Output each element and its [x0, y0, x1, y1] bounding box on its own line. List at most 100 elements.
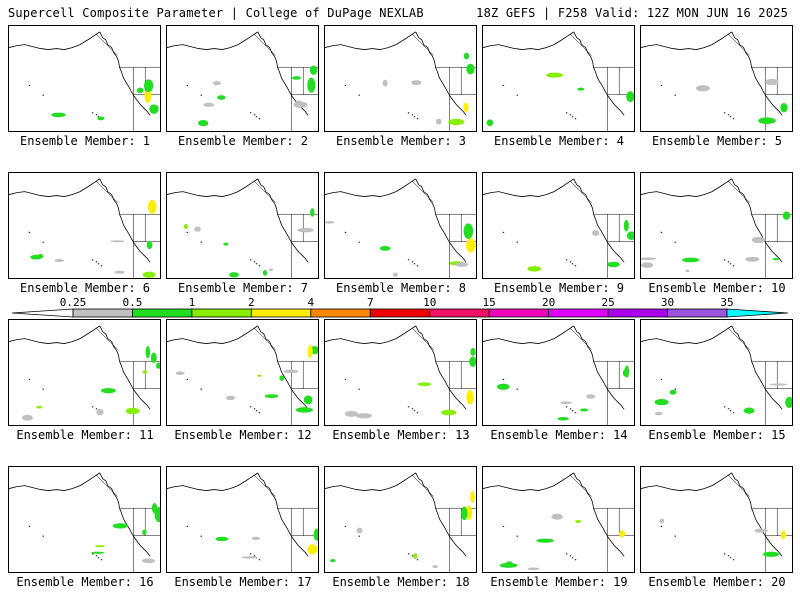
scp-field-patch [309, 65, 318, 75]
pacific-basemap [167, 472, 318, 572]
coastline [167, 325, 259, 344]
island [249, 259, 252, 261]
island [502, 231, 505, 233]
island [344, 231, 347, 233]
colorbar-tick-label: 30 [661, 296, 674, 309]
scp-field-patch [149, 104, 159, 114]
island [723, 406, 726, 408]
scp-field-patch [486, 119, 494, 127]
island [186, 84, 189, 86]
map-panel [166, 319, 319, 426]
scp-field-patch [91, 551, 105, 554]
island [723, 112, 726, 114]
island [358, 535, 360, 537]
scp-field-patch [251, 536, 261, 541]
scp-field-patch [313, 528, 318, 541]
island [411, 408, 414, 410]
coastline [641, 472, 733, 491]
island [100, 265, 103, 267]
ensemble-member-label: Ensemble Member: 4 [493, 134, 625, 148]
scp-field-patch [36, 405, 43, 409]
island [407, 553, 410, 555]
island [571, 410, 574, 412]
coastline [167, 31, 259, 50]
island [416, 559, 419, 561]
map-panel [166, 25, 319, 132]
political-borders [253, 474, 318, 572]
scp-field-patch [536, 538, 554, 543]
scp-field-patch [626, 231, 634, 240]
coastline [325, 178, 417, 197]
island [413, 410, 416, 412]
scp-field-patch [183, 224, 188, 230]
ensemble-member-label: Ensemble Member: 7 [177, 281, 309, 295]
island [571, 263, 574, 265]
scp-field-patch [145, 346, 151, 359]
island [732, 118, 735, 120]
coastline [415, 472, 467, 557]
scp-field-patch [144, 88, 152, 104]
ensemble-member-label: Ensemble Member: 6 [19, 281, 151, 295]
scp-field-patch [147, 199, 157, 214]
ensemble-member-label: Ensemble Member: 5 [651, 134, 783, 148]
scp-field-patch [466, 63, 475, 75]
ensemble-member-label: Ensemble Member: 12 [174, 428, 312, 442]
island [95, 114, 98, 116]
ensemble-member-label: Ensemble Member: 9 [493, 281, 625, 295]
island [416, 118, 419, 120]
scp-field-patch [310, 208, 315, 217]
island [100, 559, 103, 561]
pacific-basemap [641, 325, 792, 425]
map-panel [324, 319, 477, 426]
scp-field-patch [470, 491, 475, 503]
scp-field-patch [142, 370, 148, 374]
political-borders [411, 33, 476, 131]
ensemble-member-label: Ensemble Member: 10 [648, 281, 786, 295]
island [249, 112, 252, 114]
ensemble-member-label: Ensemble Member: 17 [174, 575, 312, 589]
political-borders [253, 33, 318, 131]
scp-field-patch [155, 362, 160, 369]
pacific-basemap [325, 31, 476, 131]
political-borders [253, 180, 318, 278]
political-borders [727, 327, 792, 425]
scp-field-patch [141, 558, 156, 564]
map-panel [8, 466, 161, 573]
pacific-basemap [325, 472, 476, 572]
scp-field-patch [754, 528, 768, 533]
scp-field-patch [772, 257, 780, 261]
colorbar-tick-label: 35 [720, 296, 733, 309]
scp-field-patch [100, 388, 116, 394]
coastline [9, 325, 101, 344]
scp-field-patch [470, 348, 476, 356]
pacific-basemap [325, 178, 476, 278]
island [729, 557, 732, 559]
scp-field-patch [441, 409, 457, 416]
scp-field-patch [560, 401, 573, 405]
coastline [641, 325, 733, 344]
scp-field-patch [654, 411, 663, 416]
scp-field-patch [496, 383, 510, 390]
scp-field-patch [151, 502, 158, 514]
island [723, 259, 726, 261]
colorbar-tick-label: 25 [601, 296, 614, 309]
scp-field-patch [411, 80, 422, 86]
map-panel [166, 172, 319, 279]
coastline [483, 325, 575, 344]
island [569, 261, 572, 263]
island [28, 525, 31, 527]
island [253, 114, 256, 116]
map-panel [324, 25, 477, 132]
pacific-basemap [9, 31, 160, 131]
coastline [325, 325, 417, 344]
colorbar-below-triangle [11, 308, 74, 318]
island [411, 261, 414, 263]
scp-field-patch [96, 408, 104, 416]
scp-field-patch [51, 112, 66, 118]
island [91, 406, 94, 408]
political-borders [411, 327, 476, 425]
island [660, 231, 663, 233]
map-panel [640, 25, 793, 132]
scp-field-patch [257, 374, 262, 377]
island [729, 116, 732, 118]
